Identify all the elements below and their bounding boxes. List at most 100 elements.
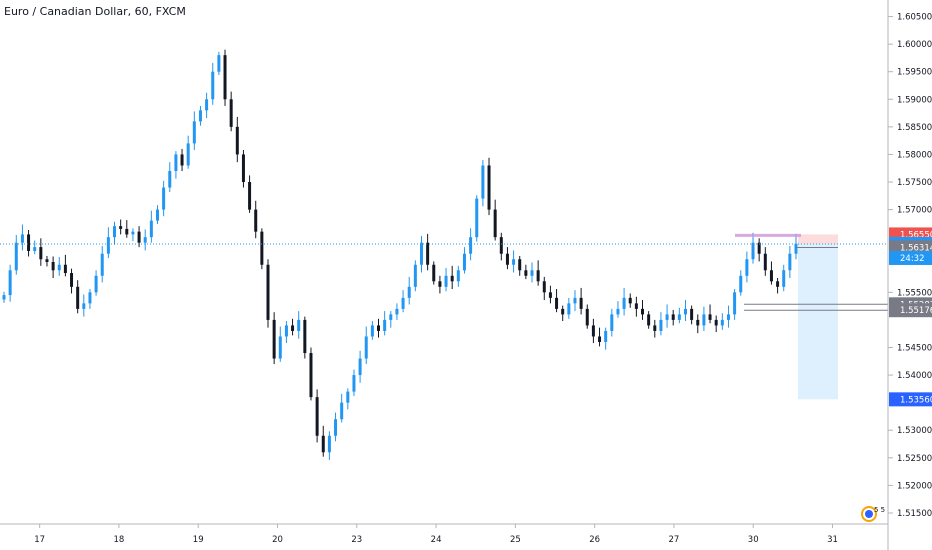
- price-tags: 1.565501.563771.563141.552831.551761.535…: [889, 227, 932, 407]
- candle-body: [419, 242, 423, 265]
- candle-body: [113, 226, 117, 238]
- candle-body: [745, 259, 749, 276]
- x-tick-label: 18: [114, 535, 125, 545]
- y-tick-label: 1.57000: [897, 206, 932, 216]
- candle-body: [653, 325, 657, 331]
- candle-body: [315, 397, 319, 436]
- candle-body: [647, 314, 651, 326]
- candle-body: [788, 253, 792, 271]
- candle-body: [524, 270, 528, 276]
- candle-body: [14, 242, 18, 271]
- candle-body: [794, 243, 798, 254]
- candle-body: [88, 292, 92, 304]
- candle-body: [266, 264, 270, 320]
- candle-body: [690, 308, 694, 320]
- candle-body: [217, 55, 221, 72]
- candle-body: [555, 297, 559, 309]
- candle-body: [610, 314, 614, 331]
- y-tick-label: 1.59500: [897, 68, 932, 78]
- candle-body: [155, 209, 159, 221]
- y-tick-label: 1.52500: [897, 454, 932, 464]
- time-axis[interactable]: 17 18 19 20 23 24 25 26 27 30 31: [34, 524, 838, 545]
- candle-body: [708, 314, 712, 320]
- y-tick-label: 1.54000: [897, 371, 932, 381]
- candle-body: [444, 275, 448, 287]
- x-tick-label: 17: [34, 535, 45, 545]
- candle-body: [591, 325, 595, 337]
- stop-zone: [798, 234, 838, 244]
- y-tick-label: 1.52000: [897, 481, 932, 491]
- price-tag-label: 1.56314: [900, 243, 932, 253]
- range-box: [735, 233, 801, 237]
- candle-body: [598, 336, 602, 342]
- candle-body: [211, 71, 215, 100]
- target-zone: [798, 243, 838, 400]
- candle-body: [229, 99, 233, 127]
- candle-body: [487, 165, 491, 210]
- candle-body: [125, 228, 129, 235]
- candle-body: [254, 209, 258, 232]
- x-tick-label: 26: [589, 535, 600, 545]
- candle-body: [401, 297, 405, 309]
- position-tool[interactable]: [798, 234, 838, 400]
- countdown-tag-bg: [889, 250, 932, 265]
- candle-body: [499, 237, 503, 254]
- y-tick-label: 1.59000: [897, 95, 932, 105]
- candle-body: [677, 314, 681, 320]
- candle-body: [751, 242, 755, 260]
- candle-body: [143, 237, 147, 243]
- candle-body: [180, 154, 184, 166]
- candle-body: [542, 281, 546, 293]
- candle-body: [131, 231, 135, 235]
- y-tick-label: 1.58500: [897, 123, 932, 133]
- candle-body: [634, 303, 638, 309]
- candle-body: [364, 336, 368, 359]
- candle-body: [192, 121, 196, 144]
- candle-body: [782, 270, 786, 287]
- candle-body: [702, 314, 706, 326]
- x-tick-label: 20: [272, 535, 283, 545]
- candle-body: [383, 319, 387, 331]
- candle-body: [291, 325, 295, 331]
- candle-body: [696, 319, 700, 326]
- candle-body: [585, 308, 589, 326]
- candle-body: [438, 281, 442, 287]
- price-tag-label: 1.55176: [900, 306, 932, 316]
- candle-body: [493, 209, 497, 238]
- candle-body: [671, 314, 675, 320]
- candle-body: [530, 270, 534, 276]
- candle-body: [149, 220, 153, 238]
- x-tick-label: 27: [669, 535, 680, 545]
- price-tag-label: 1.53560: [900, 395, 932, 405]
- x-tick-label: 24: [431, 535, 442, 545]
- candle-body: [604, 330, 608, 342]
- candle-body: [518, 259, 522, 271]
- x-tick-label: 23: [351, 535, 362, 545]
- price-tag-bg: [889, 240, 932, 255]
- y-tick-label: 1.60500: [897, 13, 932, 23]
- candle-body: [303, 319, 307, 354]
- candle-body: [205, 99, 209, 111]
- candle-body: [284, 325, 288, 337]
- candle-body: [413, 264, 417, 287]
- x-tick-label: 25: [510, 535, 521, 545]
- candle-body: [51, 262, 55, 271]
- candle-body: [370, 325, 374, 337]
- candle-body: [616, 308, 620, 315]
- candle-body: [567, 303, 571, 315]
- candle-body: [334, 419, 338, 436]
- y-tick-label: 1.58000: [897, 150, 932, 160]
- candle-body: [512, 259, 516, 265]
- candle-body: [27, 234, 31, 251]
- price-axis[interactable]: 1.60500 1.60000 1.59500 1.59000 1.58500 1.580…: [888, 13, 932, 519]
- candle-body: [377, 325, 381, 331]
- candle-body: [340, 402, 344, 420]
- candle-body: [235, 126, 239, 155]
- candle-body: [352, 375, 356, 392]
- candle-body: [739, 275, 743, 293]
- y-tick-label: 1.53000: [897, 426, 932, 436]
- candle-body: [260, 231, 264, 265]
- chart-title: Euro / Canadian Dollar, 60, FXCM: [4, 5, 186, 18]
- candle-body: [505, 253, 509, 265]
